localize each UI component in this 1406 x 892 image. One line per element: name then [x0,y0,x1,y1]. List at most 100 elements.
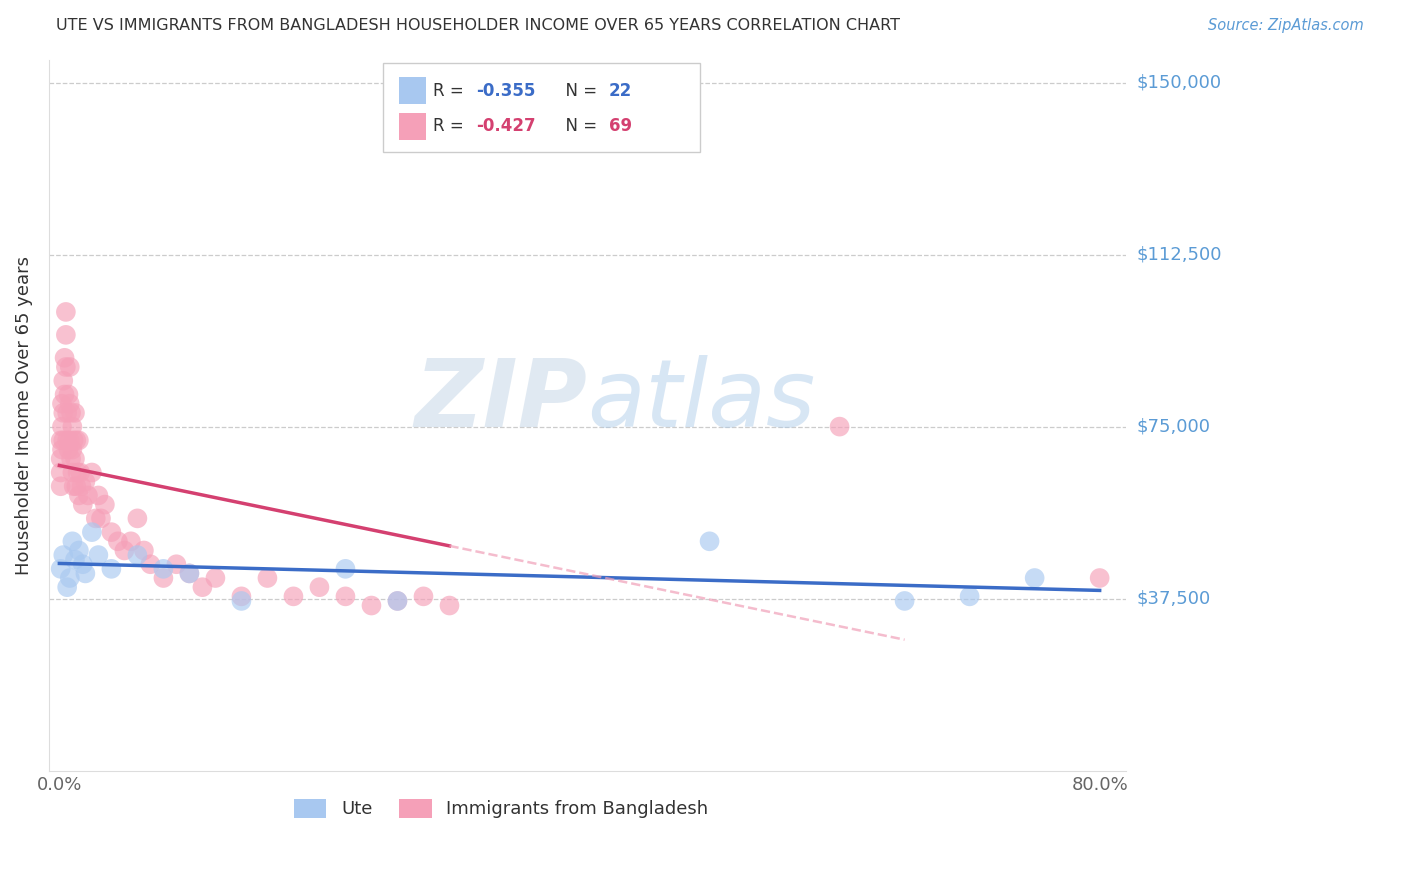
Point [120,534,142,549]
Point [75,475,97,489]
Point [100,525,122,540]
Point [828,419,851,434]
Point [65,479,87,493]
Text: $37,500: $37,500 [1137,590,1211,607]
Point [52,434,75,448]
Point [139,558,162,572]
Point [63,451,86,466]
Point [53,351,76,365]
Point [283,590,305,604]
Point [231,594,253,608]
Point [60,419,83,434]
Point [52,406,75,420]
Point [1088,571,1111,585]
Point [59,434,82,448]
Point [191,580,214,594]
Point [959,590,981,604]
Point [67,434,90,448]
Point [59,359,82,374]
Text: $112,500: $112,500 [1137,245,1222,263]
Text: 22: 22 [609,82,633,100]
Point [49,434,72,448]
Point [62,479,84,493]
Point [75,566,97,581]
Point [67,488,90,502]
Point [63,552,86,566]
Point [52,548,75,562]
Point [60,442,83,457]
Text: Source: ZipAtlas.com: Source: ZipAtlas.com [1208,18,1364,33]
Point [53,387,76,401]
Point [387,594,409,608]
Point [72,558,94,572]
Point [77,488,100,502]
Point [165,558,187,572]
Point [60,466,83,480]
Point [412,590,434,604]
Point [87,548,110,562]
Point [55,327,77,342]
Text: 69: 69 [609,118,631,136]
Point [231,590,253,604]
Point [59,397,82,411]
Point [204,571,226,585]
Text: $150,000: $150,000 [1137,73,1222,92]
Point [127,548,149,562]
Point [72,498,94,512]
FancyBboxPatch shape [399,78,426,104]
Point [56,434,79,448]
Point [56,406,79,420]
Point [132,543,155,558]
Point [49,562,72,576]
Point [699,534,721,549]
Point [51,419,73,434]
Point [94,498,117,512]
Y-axis label: Householder Income Over 65 years: Householder Income Over 65 years [15,256,32,574]
Point [1024,571,1046,585]
Point [56,580,79,594]
Text: N =: N = [555,82,602,100]
Point [100,562,122,576]
Text: -0.355: -0.355 [477,82,536,100]
Point [80,466,103,480]
Point [387,594,409,608]
Point [55,359,77,374]
Point [87,488,110,502]
Point [49,451,72,466]
Point [335,562,357,576]
Point [107,534,129,549]
Point [55,305,77,319]
Text: R =: R = [433,82,470,100]
Point [67,543,90,558]
Point [65,434,87,448]
Point [52,374,75,388]
Point [49,466,72,480]
Point [51,442,73,457]
Text: UTE VS IMMIGRANTS FROM BANGLADESH HOUSEHOLDER INCOME OVER 65 YEARS CORRELATION C: UTE VS IMMIGRANTS FROM BANGLADESH HOUSEH… [56,18,900,33]
Text: ZIP: ZIP [415,355,588,447]
Point [60,534,83,549]
Point [51,397,73,411]
Point [179,566,201,581]
Point [49,479,72,493]
Point [127,511,149,525]
Point [58,442,80,457]
Text: -0.427: -0.427 [477,118,536,136]
Point [360,599,382,613]
Point [84,511,107,525]
Point [256,571,278,585]
Point [439,599,461,613]
Point [152,571,174,585]
Point [62,434,84,448]
FancyBboxPatch shape [382,63,700,152]
Point [90,511,112,525]
Point [335,590,357,604]
Point [60,451,83,466]
Point [59,571,82,585]
Point [179,566,201,581]
Text: $75,000: $75,000 [1137,417,1211,435]
Point [152,562,174,576]
Text: R =: R = [433,118,470,136]
Point [80,525,103,540]
FancyBboxPatch shape [399,113,426,140]
